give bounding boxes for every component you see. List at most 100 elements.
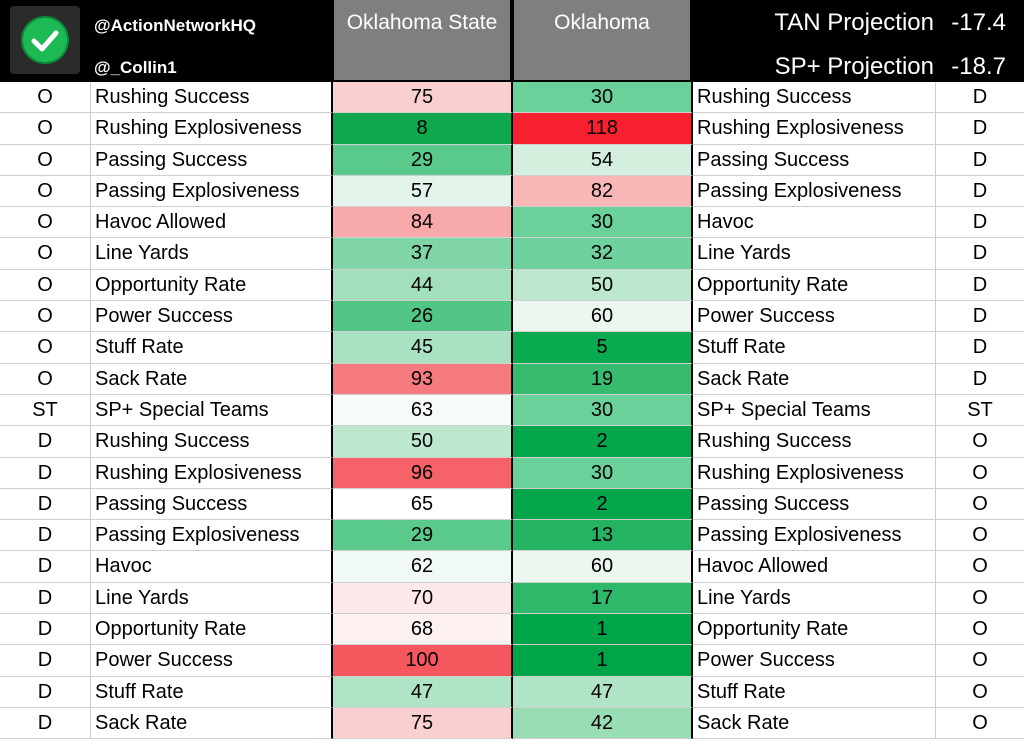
team-b-value-cell[interactable]: 19: [513, 363, 693, 395]
team-a-value-cell[interactable]: 57: [333, 175, 513, 208]
opponent-metric-cell[interactable]: Opportunity Rate: [693, 269, 936, 302]
team-a-value-cell[interactable]: 50: [333, 426, 513, 458]
team-b-value-cell[interactable]: 30: [513, 457, 693, 489]
opponent-side-cell[interactable]: D: [936, 301, 1024, 333]
team-b-value-cell[interactable]: 17: [513, 582, 693, 615]
opponent-metric-cell[interactable]: Line Yards: [693, 238, 936, 270]
team-b-value-cell[interactable]: 2: [513, 488, 693, 521]
opponent-metric-cell[interactable]: Passing Success: [693, 144, 936, 176]
opponent-side-cell[interactable]: O: [936, 520, 1024, 552]
metric-cell[interactable]: Passing Explosiveness: [91, 520, 333, 552]
opponent-metric-cell[interactable]: Opportunity Rate: [693, 614, 936, 646]
metric-cell[interactable]: Rushing Success: [91, 426, 333, 458]
opponent-metric-cell[interactable]: Sack Rate: [693, 363, 936, 395]
team-b-header[interactable]: Oklahoma: [514, 0, 690, 80]
opponent-side-cell[interactable]: O: [936, 551, 1024, 583]
opponent-side-cell[interactable]: D: [936, 82, 1024, 114]
side-cell[interactable]: O: [0, 175, 91, 208]
team-b-value-cell[interactable]: 60: [513, 551, 693, 583]
side-cell[interactable]: O: [0, 207, 91, 239]
side-cell[interactable]: O: [0, 301, 91, 333]
opponent-side-cell[interactable]: D: [936, 145, 1024, 176]
opponent-metric-cell[interactable]: Passing Explosiveness: [693, 520, 936, 552]
metric-cell[interactable]: Rushing Explosiveness: [91, 457, 333, 489]
opponent-metric-cell[interactable]: SP+ Special Teams: [693, 394, 936, 427]
opponent-metric-cell[interactable]: Line Yards: [693, 582, 936, 615]
opponent-side-cell[interactable]: D: [936, 332, 1024, 364]
team-a-value-cell[interactable]: 62: [333, 551, 513, 583]
team-b-value-cell[interactable]: 50: [513, 269, 693, 302]
team-a-value-cell[interactable]: 29: [333, 144, 513, 176]
metric-cell[interactable]: Sack Rate: [91, 707, 333, 740]
metric-cell[interactable]: Stuff Rate: [91, 676, 333, 708]
side-cell[interactable]: D: [0, 520, 91, 552]
side-cell[interactable]: O: [0, 363, 91, 395]
side-cell[interactable]: D: [0, 645, 91, 677]
team-b-value-cell[interactable]: 30: [513, 207, 693, 239]
team-b-value-cell[interactable]: 32: [513, 238, 693, 270]
metric-cell[interactable]: Passing Explosiveness: [91, 175, 333, 208]
metric-cell[interactable]: Rushing Success: [91, 82, 333, 114]
side-cell[interactable]: ST: [0, 394, 91, 427]
team-a-value-cell[interactable]: 65: [333, 488, 513, 521]
opponent-metric-cell[interactable]: Stuff Rate: [693, 332, 936, 364]
metric-cell[interactable]: SP+ Special Teams: [91, 394, 333, 427]
metric-cell[interactable]: Passing Success: [91, 144, 333, 176]
opponent-metric-cell[interactable]: Rushing Explosiveness: [693, 457, 936, 489]
opponent-side-cell[interactable]: D: [936, 270, 1024, 302]
opponent-side-cell[interactable]: D: [936, 207, 1024, 239]
team-a-value-cell[interactable]: 93: [333, 363, 513, 395]
team-b-value-cell[interactable]: 1: [513, 614, 693, 646]
side-cell[interactable]: D: [0, 426, 91, 458]
side-cell[interactable]: D: [0, 488, 91, 521]
opponent-side-cell[interactable]: O: [936, 426, 1024, 458]
team-a-value-cell[interactable]: 29: [333, 520, 513, 552]
opponent-metric-cell[interactable]: Rushing Success: [693, 82, 936, 114]
team-a-value-cell[interactable]: 96: [333, 457, 513, 489]
side-cell[interactable]: D: [0, 551, 91, 583]
opponent-metric-cell[interactable]: Havoc Allowed: [693, 551, 936, 583]
team-a-value-cell[interactable]: 63: [333, 394, 513, 427]
team-a-value-cell[interactable]: 47: [333, 676, 513, 708]
team-b-value-cell[interactable]: 30: [513, 394, 693, 427]
opponent-side-cell[interactable]: ST: [936, 395, 1024, 427]
team-b-value-cell[interactable]: 30: [513, 82, 693, 114]
opponent-metric-cell[interactable]: Rushing Success: [693, 426, 936, 458]
metric-cell[interactable]: Havoc Allowed: [91, 207, 333, 239]
opponent-metric-cell[interactable]: Power Success: [693, 645, 936, 677]
opponent-side-cell[interactable]: D: [936, 113, 1024, 145]
team-b-value-cell[interactable]: 60: [513, 301, 693, 333]
opponent-side-cell[interactable]: O: [936, 583, 1024, 615]
team-b-value-cell[interactable]: 5: [513, 332, 693, 364]
team-a-value-cell[interactable]: 75: [333, 82, 513, 114]
team-a-header[interactable]: Oklahoma State: [334, 0, 510, 80]
side-cell[interactable]: O: [0, 144, 91, 176]
opponent-side-cell[interactable]: O: [936, 677, 1024, 708]
team-b-value-cell[interactable]: 82: [513, 175, 693, 208]
opponent-metric-cell[interactable]: Havoc: [693, 207, 936, 239]
team-a-value-cell[interactable]: 100: [333, 645, 513, 677]
team-a-value-cell[interactable]: 8: [333, 113, 513, 145]
team-b-value-cell[interactable]: 54: [513, 144, 693, 176]
team-a-value-cell[interactable]: 75: [333, 707, 513, 740]
team-a-value-cell[interactable]: 70: [333, 582, 513, 615]
opponent-side-cell[interactable]: O: [936, 614, 1024, 646]
side-cell[interactable]: D: [0, 707, 91, 740]
opponent-side-cell[interactable]: D: [936, 364, 1024, 395]
team-a-value-cell[interactable]: 26: [333, 301, 513, 333]
opponent-side-cell[interactable]: D: [936, 238, 1024, 270]
opponent-side-cell[interactable]: O: [936, 489, 1024, 521]
team-b-value-cell[interactable]: 2: [513, 426, 693, 458]
metric-cell[interactable]: Line Yards: [91, 582, 333, 615]
metric-cell[interactable]: Opportunity Rate: [91, 269, 333, 302]
opponent-metric-cell[interactable]: Sack Rate: [693, 707, 936, 740]
side-cell[interactable]: O: [0, 332, 91, 364]
team-b-value-cell[interactable]: 47: [513, 676, 693, 708]
opponent-metric-cell[interactable]: Power Success: [693, 301, 936, 333]
side-cell[interactable]: O: [0, 82, 91, 114]
metric-cell[interactable]: Passing Success: [91, 488, 333, 521]
opponent-side-cell[interactable]: O: [936, 645, 1024, 677]
team-b-value-cell[interactable]: 42: [513, 707, 693, 740]
opponent-metric-cell[interactable]: Rushing Explosiveness: [693, 113, 936, 145]
team-b-value-cell[interactable]: 118: [513, 113, 693, 145]
